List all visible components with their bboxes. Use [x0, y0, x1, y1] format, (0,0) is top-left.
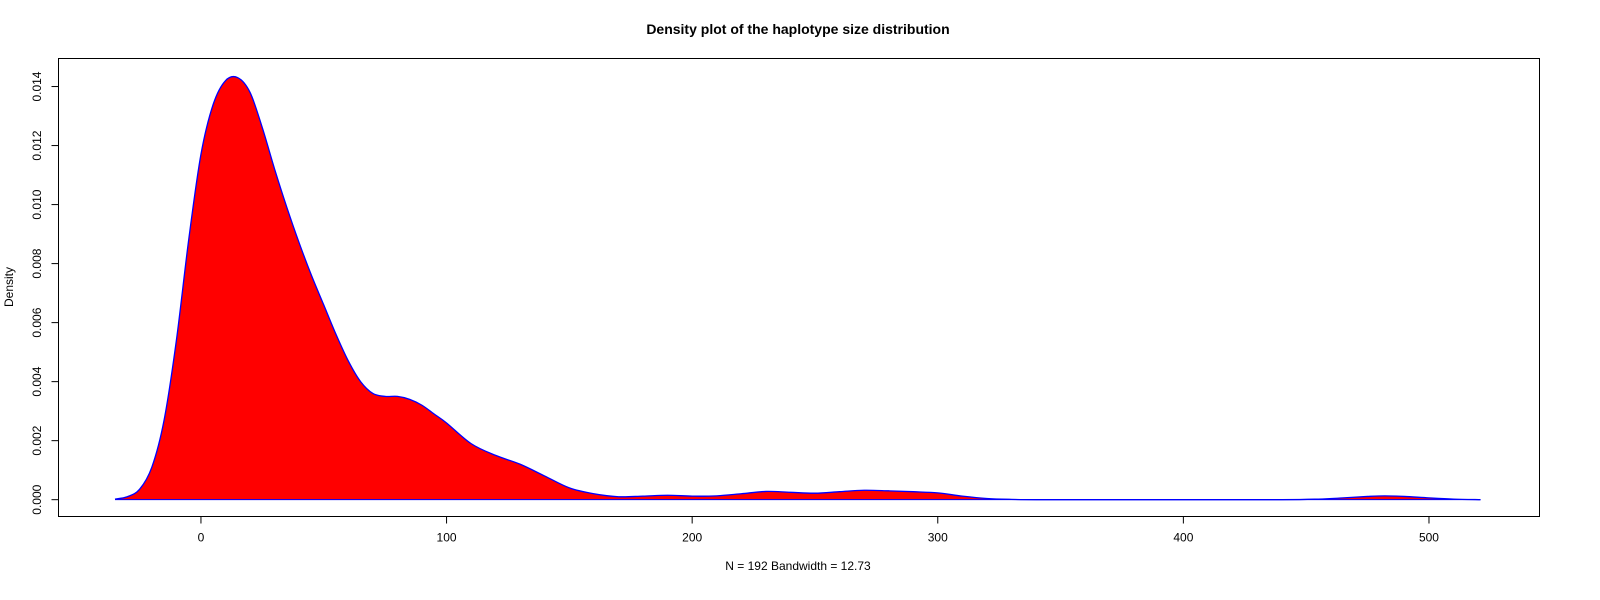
density-curve — [114, 75, 1481, 501]
y-tick-label: 0.006 — [30, 307, 44, 337]
y-tick-label: 0.004 — [30, 366, 44, 396]
y-axis: 0.000 0.002 0.004 0.006 0.008 0.010 0.012 0.014 — [30, 71, 59, 515]
y-tick-label: 0.008 — [30, 248, 44, 278]
y-tick-label: 0.002 — [30, 425, 44, 455]
y-tick-label: 0.012 — [30, 130, 44, 160]
density-area — [114, 76, 1481, 500]
x-tick-label: 300 — [928, 531, 948, 545]
x-tick-label: 0 — [198, 531, 205, 545]
y-tick-label: 0.010 — [30, 189, 44, 219]
y-axis-label: Density — [2, 267, 16, 307]
x-tick-label: 100 — [437, 531, 457, 545]
x-axis-label: N = 192 Bandwidth = 12.73 — [725, 559, 871, 573]
x-tick-label: 500 — [1419, 531, 1439, 545]
y-tick-label: 0.000 — [30, 484, 44, 514]
x-tick-label: 400 — [1173, 531, 1193, 545]
chart-title: Density plot of the haplotype size distr… — [646, 21, 949, 37]
x-axis: 0 100 200 300 400 500 — [198, 516, 1439, 545]
y-tick-label: 0.014 — [30, 71, 44, 101]
x-tick-label: 200 — [682, 531, 702, 545]
